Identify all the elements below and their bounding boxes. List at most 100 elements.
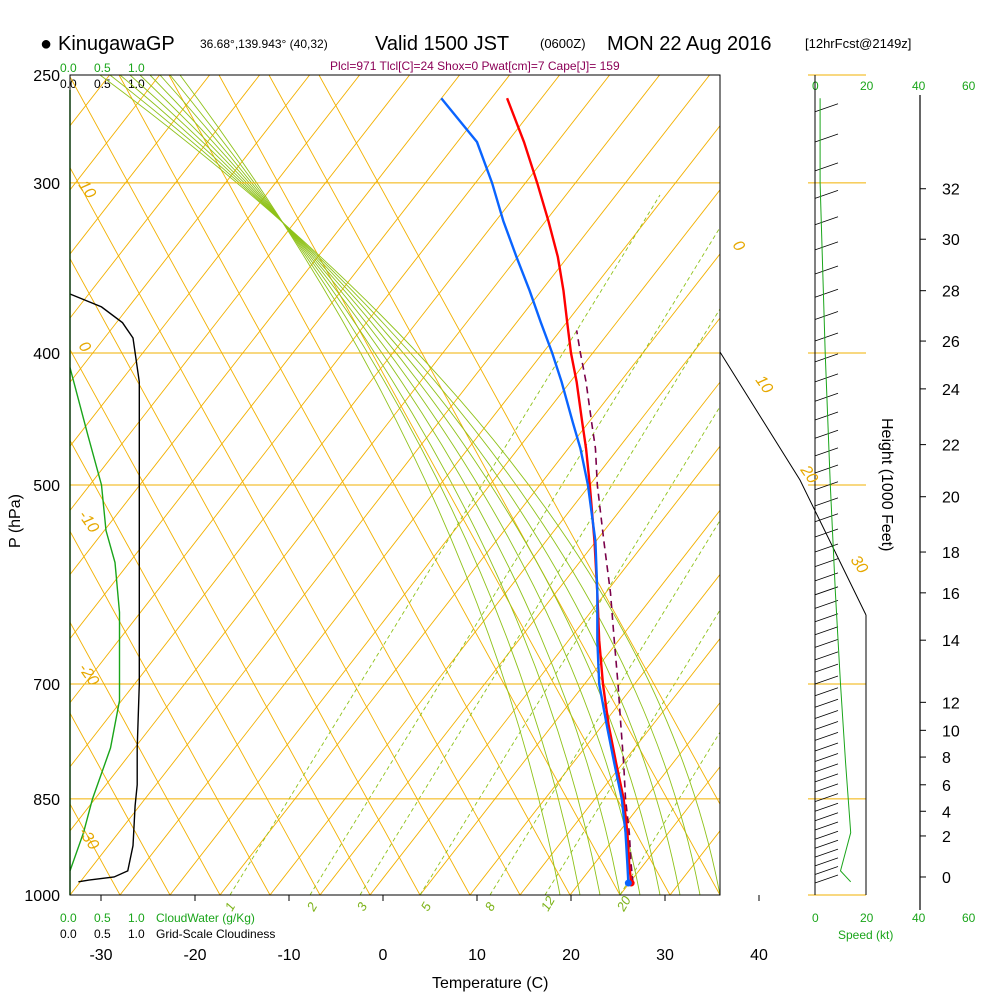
header: ● KinugawaGP 36.68°,139.943° (40,32) Val…	[40, 33, 911, 55]
wind-barb	[814, 857, 839, 867]
wind-barb	[814, 288, 839, 298]
wind-barb	[814, 133, 839, 143]
wind-barb	[814, 830, 839, 840]
dewpoint-line	[440, 97, 630, 884]
parcel-line	[575, 330, 634, 884]
wind-speed-profile	[819, 98, 852, 883]
pressure-tick-label: 700	[33, 677, 60, 694]
wind-barb	[814, 464, 839, 474]
x-tick-label: 20	[562, 947, 580, 964]
x-tick-label: 40	[750, 947, 768, 964]
wind-speed-tick: 20	[860, 79, 874, 93]
wind-barb	[814, 742, 839, 752]
wind-barb	[814, 812, 839, 822]
wind-barb	[814, 710, 839, 719]
isotherm-label: 0	[729, 238, 748, 255]
mixing-ratio-line	[359, 308, 720, 895]
temperature-line	[505, 97, 633, 884]
wind-barb	[814, 793, 839, 803]
x-tick-label: -30	[89, 947, 112, 964]
cloud-water-tick: 0.0	[60, 911, 77, 925]
cloudiness-tick: 0.0	[60, 77, 77, 91]
cloud-panel	[69, 293, 141, 883]
cloudiness-label: Grid-Scale Cloudiness	[156, 927, 275, 941]
site-name: KinugawaGP	[58, 33, 175, 55]
height-tick-label: 32	[942, 182, 960, 199]
mixing-ratio-label: 8	[482, 899, 499, 913]
wind-barb	[814, 411, 839, 421]
wind-barb	[814, 783, 839, 793]
wind-speed-tick: 40	[912, 79, 926, 93]
wind-barb	[814, 651, 839, 661]
wind-barb	[814, 190, 839, 199]
wind-barb	[814, 763, 839, 773]
wind-barb	[814, 821, 839, 831]
wind-barb	[814, 663, 839, 673]
height-tick-label: 6	[942, 778, 951, 795]
wind-speed-top-ticks: 0 20 40 60	[812, 79, 976, 93]
wind-barb	[814, 613, 839, 623]
cloud-water-tick: 1.0	[128, 911, 145, 925]
x-tick-label: -10	[277, 947, 300, 964]
isotherm-label: -20	[75, 661, 102, 690]
isotherm-line	[569, 701, 720, 895]
mixing-ratio-line	[229, 194, 661, 895]
isotherm-label: 20	[796, 462, 821, 487]
height-tick-label: 0	[942, 870, 951, 887]
isotherm-line	[70, 75, 310, 383]
height-tick-label: 2	[942, 829, 951, 846]
wind-barb	[814, 639, 839, 648]
cloudiness-tick: 0.5	[94, 927, 111, 941]
cloudiness-tick: 0.0	[60, 927, 77, 941]
isotherm-line	[70, 75, 360, 448]
cloudiness-bottom-ticks: 0.0 0.5 1.0 Grid-Scale Cloudiness	[60, 927, 275, 941]
cloudiness-tick: 1.0	[128, 77, 145, 91]
height-tick-label: 24	[942, 382, 960, 399]
moist-adiabat-line	[149, 75, 621, 895]
cloudiness-profile	[69, 293, 141, 883]
x-tick-label: 0	[379, 947, 388, 964]
wind-speed-label: Speed (kt)	[838, 928, 893, 942]
wind-barb	[814, 698, 839, 708]
wind-barb	[814, 866, 839, 875]
wind-barb	[814, 103, 839, 113]
height-tick-label: 18	[942, 545, 960, 562]
wind-barb	[814, 586, 839, 596]
valid-time: Valid 1500 JST	[375, 33, 509, 55]
mixing-ratio-label: 3	[354, 899, 371, 913]
wind-barb	[814, 732, 839, 741]
wind-barb	[814, 162, 839, 172]
moist-adiabat-line	[159, 75, 601, 895]
x-tick-label: 30	[656, 947, 674, 964]
cloud-water-tick: 0.0	[60, 61, 77, 75]
wind-barb	[814, 332, 839, 342]
wind-barb	[814, 626, 839, 636]
isotherm-label: 10	[752, 373, 776, 397]
header-bullet-icon: ●	[40, 33, 52, 55]
wind-speed-tick: 40	[912, 911, 926, 925]
mixing-ratio-line	[544, 609, 720, 895]
moist-adiabat-line	[139, 75, 641, 895]
mixing-ratio-line	[419, 405, 720, 895]
isotherm-line	[469, 573, 720, 895]
wind-barb	[814, 528, 839, 538]
wind-barb	[814, 513, 839, 523]
dry-adiabat-line	[70, 530, 271, 895]
height-tick-label: 28	[942, 284, 960, 301]
moist-adiabat-line	[99, 75, 720, 895]
dry-adiabat-line	[0, 75, 20, 895]
wind-barb	[814, 753, 839, 762]
dewpoint-surface-dot	[624, 879, 632, 887]
mixing-ratio-label: 12	[538, 893, 559, 914]
valid-date: MON 22 Aug 2016	[607, 33, 772, 55]
sounding-series	[440, 97, 635, 887]
wind-barb	[814, 543, 839, 553]
mixing-ratio-line	[619, 731, 720, 895]
mixing-ratio-label: 2	[303, 899, 320, 914]
mixing-ratio-line	[309, 226, 720, 895]
cloud-water-profile	[69, 367, 121, 872]
wind-barb	[814, 353, 839, 363]
cloud-water-label: CloudWater (g/Kg)	[156, 911, 255, 925]
